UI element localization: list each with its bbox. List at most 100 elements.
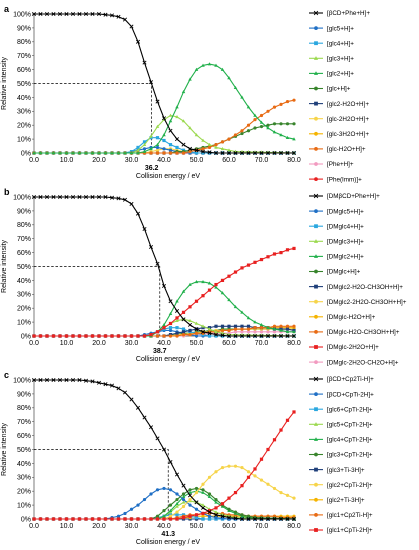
data-point bbox=[84, 517, 88, 521]
data-point bbox=[220, 502, 225, 506]
data-point bbox=[252, 333, 258, 339]
data-point bbox=[201, 503, 205, 507]
data-point bbox=[70, 377, 76, 383]
data-point bbox=[162, 514, 166, 518]
data-point bbox=[155, 142, 160, 146]
y-tick-label: 50% bbox=[17, 447, 31, 454]
data-point bbox=[161, 283, 167, 288]
data-point bbox=[181, 494, 186, 499]
data-point bbox=[266, 109, 270, 113]
data-point bbox=[103, 151, 108, 155]
data-point bbox=[90, 151, 95, 155]
data-point bbox=[148, 245, 154, 250]
x-tick-label: 80.0 bbox=[287, 157, 301, 164]
data-point bbox=[272, 105, 277, 109]
data-point bbox=[226, 333, 232, 339]
data-point bbox=[161, 447, 167, 452]
data-point bbox=[77, 377, 82, 383]
data-point bbox=[187, 146, 193, 151]
data-point bbox=[240, 484, 244, 488]
data-point bbox=[129, 201, 134, 206]
data-point bbox=[253, 467, 257, 471]
data-point bbox=[168, 328, 173, 333]
data-point bbox=[187, 493, 193, 498]
data-point bbox=[240, 131, 244, 136]
data-point bbox=[278, 150, 284, 156]
threshold-energy-label: 36.2 bbox=[145, 165, 159, 172]
data-point bbox=[266, 126, 270, 130]
legend-item: [glc-3H2O+H]+ bbox=[309, 131, 369, 138]
data-point bbox=[129, 151, 134, 155]
data-point bbox=[246, 123, 251, 127]
legend-item: [DMglc-H2O-CH3OH+H]+ bbox=[309, 329, 400, 336]
legend-label: [glc-3H2O+H]+ bbox=[327, 131, 369, 138]
legend-swatch-marker bbox=[314, 86, 318, 91]
data-point bbox=[175, 497, 179, 502]
data-point bbox=[292, 98, 296, 102]
data-point bbox=[279, 324, 283, 328]
data-point bbox=[207, 514, 212, 518]
data-point bbox=[220, 150, 225, 156]
data-point bbox=[64, 11, 69, 17]
data-point bbox=[214, 143, 218, 147]
data-point bbox=[200, 149, 206, 154]
data-point bbox=[201, 279, 205, 284]
data-point bbox=[265, 516, 271, 522]
data-point bbox=[201, 488, 205, 492]
data-point bbox=[116, 517, 121, 521]
legend-swatch-marker bbox=[314, 162, 318, 166]
data-point bbox=[239, 333, 245, 339]
data-point bbox=[155, 99, 160, 104]
data-point bbox=[259, 478, 264, 482]
data-point bbox=[233, 510, 238, 514]
data-point bbox=[142, 497, 147, 502]
data-point bbox=[103, 194, 108, 200]
data-point bbox=[246, 105, 251, 109]
data-point bbox=[227, 328, 231, 333]
data-point bbox=[84, 151, 88, 155]
data-point bbox=[227, 137, 231, 141]
data-point bbox=[181, 500, 186, 504]
legend-item: [glc4+CpTi-2H]+ bbox=[309, 437, 373, 444]
data-point bbox=[214, 497, 218, 502]
data-point bbox=[266, 325, 270, 329]
data-point bbox=[227, 464, 231, 468]
legend-label: [DMglc-H2O+H]+ bbox=[327, 314, 376, 321]
legend-swatch-marker bbox=[313, 437, 319, 441]
legend: [βCD+Cp2Ti-H]+ [βCD+CpTi-2H]+ [glc6+CpTi-2… bbox=[309, 376, 374, 534]
data-point bbox=[142, 415, 147, 420]
data-point bbox=[266, 255, 270, 259]
legend-item: [DMglc-H2O+H]+ bbox=[309, 314, 376, 321]
data-point bbox=[220, 278, 225, 282]
data-point bbox=[246, 514, 251, 518]
x-axis-label: Collision energy / eV bbox=[136, 173, 201, 180]
data-point bbox=[64, 517, 69, 521]
legend-label: [glc3+H]+ bbox=[327, 56, 354, 63]
data-point bbox=[207, 151, 212, 155]
data-point bbox=[175, 326, 179, 330]
legend-swatch-marker bbox=[314, 131, 318, 136]
data-point bbox=[51, 377, 56, 383]
data-point bbox=[292, 410, 296, 414]
data-point bbox=[188, 282, 192, 286]
data-point bbox=[265, 150, 271, 156]
data-point bbox=[259, 333, 264, 339]
data-point bbox=[181, 492, 186, 496]
data-point bbox=[253, 320, 257, 324]
data-point bbox=[188, 497, 192, 502]
data-point bbox=[214, 470, 218, 474]
chart-panel-a: a 0% 10% 20% 30% 40% 50% 60% 70% 80% 90% 100% 0.0 10.… bbox=[1, 4, 370, 183]
data-point bbox=[279, 251, 283, 255]
data-point bbox=[291, 333, 297, 339]
data-point bbox=[90, 379, 95, 384]
data-point bbox=[162, 323, 166, 327]
x-axis-label: Collision energy / eV bbox=[136, 356, 201, 363]
data-point bbox=[168, 148, 173, 152]
data-point bbox=[240, 330, 244, 334]
legend-label: [DMglc-2H2O-CH2O+H]+ bbox=[327, 359, 399, 366]
legend-label: [glc4+CpTi-2H]+ bbox=[327, 437, 373, 444]
legend-item: [glc2-H2O+H]+ bbox=[309, 101, 369, 108]
data-point bbox=[123, 334, 127, 338]
data-point bbox=[188, 328, 192, 333]
data-point bbox=[45, 517, 49, 521]
